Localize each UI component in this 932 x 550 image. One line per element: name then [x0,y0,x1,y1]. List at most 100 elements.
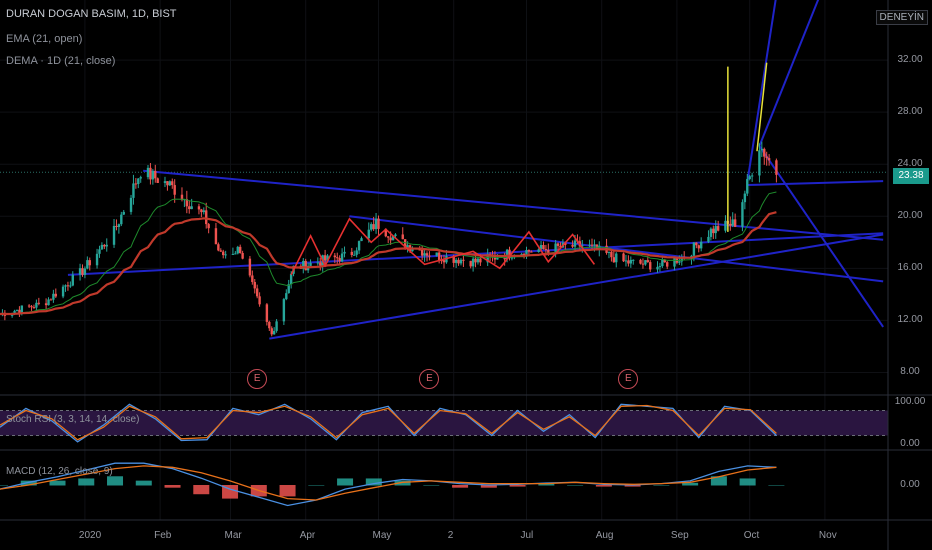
candle-body [248,258,252,276]
dema-legend[interactable]: DEMA · 1D (21, close) [6,55,116,67]
macd-label[interactable]: MACD (12, 26, close, 9) [6,466,113,477]
fan-line [758,0,820,147]
candle-body [163,181,167,183]
candle-body [231,253,235,255]
candle-body [217,244,220,251]
candle-body [122,211,125,215]
candle-body [391,236,395,241]
candle-body [139,177,142,179]
earnings-marker[interactable]: E [247,369,268,389]
trendline [143,169,884,241]
candle-body [185,199,189,207]
yellow-line [756,62,768,152]
candle-body [265,304,269,322]
candle-body [663,259,666,263]
candle-body [54,293,58,297]
candle-body [607,251,611,253]
candle-body [336,257,339,259]
candle-body [486,254,489,263]
candle-body [190,206,193,210]
trendlines [67,0,884,340]
candle-body [27,305,31,307]
rsi-d-line [0,404,777,441]
stoch-rsi-label[interactable]: Stoch RSI (3, 3, 14, 14, close) [6,414,140,425]
macd-signal-line [0,465,777,501]
candle-body [154,170,157,179]
macd-histogram-bar [0,485,8,486]
candle-body [428,255,431,257]
candle-body [238,246,242,254]
earnings-marker[interactable]: E [618,369,639,389]
candle-body [544,249,548,251]
zigzag [290,217,596,276]
macd-histogram-bar [653,485,670,486]
candle-body [326,255,329,261]
candle-body [457,259,460,264]
earnings-marker[interactable]: E [419,369,440,389]
candle-body [678,261,681,263]
candle-body [236,246,239,254]
candle-body [695,242,698,246]
candle-body [622,253,625,262]
candle-body [767,158,771,161]
candle-body [166,181,169,186]
candle-body [442,260,446,263]
candle-body [418,249,421,251]
candle-body [624,260,628,262]
macd-histogram-bar [49,480,66,486]
candle-body [115,225,118,228]
candle-body [476,258,480,263]
candle-body [425,253,429,256]
candle-body [537,249,540,253]
candle-body [69,285,72,287]
macd-histogram-bar [337,478,354,486]
candle-body [18,309,21,313]
macd-histogram-bar [480,485,497,488]
candle-body [49,299,53,301]
candle-body [748,176,751,180]
candle-body [258,296,261,305]
candle-body [763,148,766,157]
try-badge[interactable]: DENEYİN [875,10,928,25]
candle-body [202,210,206,213]
stoch-rsi-pane [0,403,888,443]
candle-body [149,167,152,180]
candle-body [760,148,764,151]
candle-body [270,328,273,335]
candle-body [333,255,337,258]
candle-body [699,241,703,249]
time-tick-label: Apr [299,530,316,541]
candle-body [435,252,438,256]
candle-body [340,253,344,262]
macd-histogram-bar [279,485,296,497]
candle-body [750,175,754,177]
macd-histogram-bar [193,485,210,495]
candle-body [697,245,700,249]
candle-body [707,236,710,242]
price-tick-label: 24.00 [897,158,923,170]
macd-histogram-bar [365,478,382,486]
time-tick-label: Aug [595,530,614,541]
candle-body [758,150,761,176]
candle-body [224,254,227,256]
candle-body [120,214,123,225]
candle-body [88,260,91,266]
candle-body [200,209,203,213]
candle-body [222,251,225,256]
trendline [269,233,884,340]
candle-body [117,224,121,228]
candle-body [474,258,477,263]
time-tick-label: 2 [447,530,454,541]
candle-body [355,250,358,255]
candle-body [323,255,327,261]
chart-title: DURAN DOGAN BASIM, 1D, BIST [6,8,177,20]
macd-histogram-bar [164,485,181,488]
ema-legend[interactable]: EMA (21, open) [6,33,83,45]
candle-body [112,225,116,245]
macd-pane [0,462,785,507]
macd-histogram-bar [595,485,612,487]
candle-body [316,262,320,264]
candle-body [205,210,208,225]
